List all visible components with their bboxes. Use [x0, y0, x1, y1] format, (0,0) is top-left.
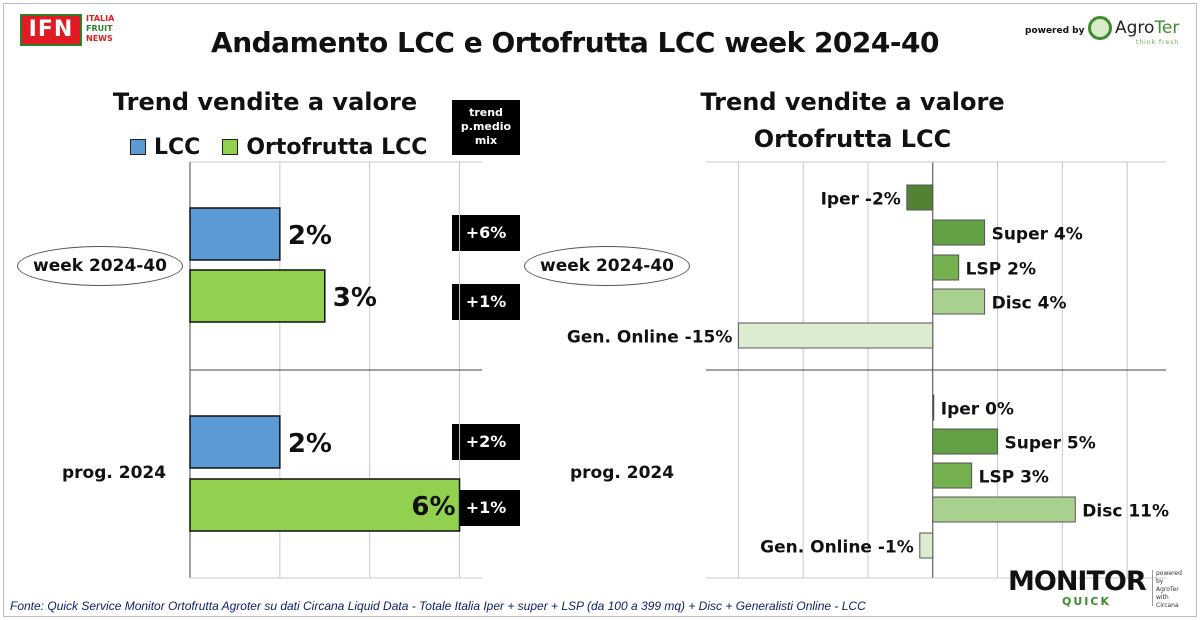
right-bar-label: Gen. Online -15%	[567, 328, 732, 348]
ifn-logo: IFN ITALIA FRUIT NEWS	[20, 14, 130, 48]
left-bar-label: 6%	[411, 492, 455, 522]
right-bar-1-1	[932, 428, 999, 455]
monitor-logo-side: powered by AgroTer with Circana	[1156, 570, 1190, 610]
left-bar-label: 3%	[333, 283, 377, 313]
trend-box-week-ortofrutta: +1%	[452, 284, 520, 320]
right-chart-title-line-2: Ortofrutta LCC	[753, 125, 952, 153]
period-label-prog-left: prog. 2024	[62, 463, 167, 483]
leaf-icon	[1088, 16, 1112, 40]
legend-item-ortofrutta: Ortofrutta LCC	[222, 135, 427, 160]
legend-label-ortofrutta: Ortofrutta LCC	[246, 134, 428, 160]
trend-box-prog-ortofrutta: +1%	[452, 490, 520, 526]
trend-header-line-3: mix	[474, 134, 498, 147]
monitor-quick-logo: MONITOR QUICK powered by AgroTer with Ci…	[1008, 566, 1188, 610]
chart-legend: LCC Ortofrutta LCC	[130, 132, 449, 162]
ifn-logo-line-2: FRUIT	[86, 24, 113, 33]
agroter-tagline: think fresh	[1136, 39, 1180, 46]
left-bar-ortofrutta-0	[189, 269, 326, 323]
agroter-name-a: Agro	[1115, 18, 1155, 38]
ifn-logo-line-1: ITALIA	[86, 14, 115, 23]
powered-by-label: powered by	[1025, 26, 1085, 36]
trend-header-box: trend p.medio mix	[452, 100, 520, 155]
right-bar-0-3	[932, 288, 986, 315]
right-chart: Iper -2% Super 4% LSP 2% Disc 4% Gen. Online…	[567, 161, 1169, 579]
ifn-logo-line-3: NEWS	[86, 34, 113, 43]
ifn-logo-text: ITALIA FRUIT NEWS	[86, 14, 130, 44]
left-bar-lcc-0	[189, 207, 281, 261]
period-label-week-right: week 2024-40	[524, 246, 690, 286]
left-chart-title: Trend vendite a valore	[112, 88, 418, 116]
right-bar-label: Gen. Online -1%	[760, 538, 914, 558]
legend-item-lcc: LCC	[130, 135, 200, 160]
page-title: Andamento LCC e Ortofrutta LCC week 2024…	[211, 26, 939, 59]
legend-swatch-ortofrutta	[222, 139, 239, 155]
right-bar-label: Disc 4%	[992, 294, 1067, 314]
right-bar-1-2	[932, 462, 973, 489]
agroter-name-b: Ter	[1154, 18, 1180, 38]
period-label-prog-right: prog. 2024	[570, 463, 675, 483]
agroter-logo: AgroTer think fresh	[1088, 16, 1188, 46]
monitor-side-line-4: Circana	[1156, 602, 1179, 609]
left-bar-label: 2%	[288, 429, 332, 459]
monitor-side-line-3: with	[1156, 594, 1169, 601]
trend-header-line-2: p.medio	[460, 120, 512, 133]
left-bar-label: 2%	[288, 221, 332, 251]
left-chart: 2% 3% 2% 6%	[189, 161, 482, 579]
right-bar-0-0	[906, 184, 934, 211]
right-bar-label: Iper -2%	[821, 190, 901, 210]
right-bar-0-4	[737, 322, 934, 349]
right-bar-label: Disc 11%	[1082, 502, 1169, 522]
right-bar-label: Super 4%	[992, 225, 1083, 245]
legend-label-lcc: LCC	[154, 134, 201, 160]
agroter-logo-text: AgroTer	[1115, 18, 1179, 38]
right-bar-label: Iper 0%	[941, 400, 1014, 420]
right-bar-0-2	[932, 254, 960, 281]
period-label-week-left: week 2024-40	[17, 246, 183, 286]
right-bar-1-4	[919, 532, 934, 559]
trend-box-prog-lcc: +2%	[452, 424, 520, 460]
right-bar-1-3	[932, 496, 1076, 523]
source-footnote: Fonte: Quick Service Monitor Ortofrutta …	[10, 599, 866, 613]
monitor-side-line-2: AgroTer	[1156, 586, 1179, 593]
legend-swatch-lcc	[130, 139, 146, 155]
trend-box-week-lcc: +6%	[452, 215, 520, 251]
right-chart-title-line-1: Trend vendite a valore	[700, 88, 1005, 116]
monitor-logo-divider	[1152, 570, 1153, 606]
ifn-logo-mark: IFN	[20, 14, 82, 46]
monitor-logo-sub: QUICK	[1062, 595, 1111, 608]
right-bar-0-1	[932, 219, 986, 246]
monitor-side-line-1: powered by	[1156, 570, 1182, 585]
right-bar-label: LSP 3%	[979, 468, 1049, 488]
right-bar-label: LSP 2%	[966, 260, 1036, 280]
right-bar-1-0	[932, 394, 935, 421]
monitor-logo-word: MONITOR	[1008, 566, 1147, 597]
left-bar-ortofrutta-1	[189, 478, 461, 532]
left-bar-lcc-1	[189, 415, 281, 469]
chart-frame	[3, 3, 1197, 617]
trend-header-line-1: trend	[469, 106, 503, 119]
right-bar-label: Super 5%	[1005, 434, 1096, 454]
